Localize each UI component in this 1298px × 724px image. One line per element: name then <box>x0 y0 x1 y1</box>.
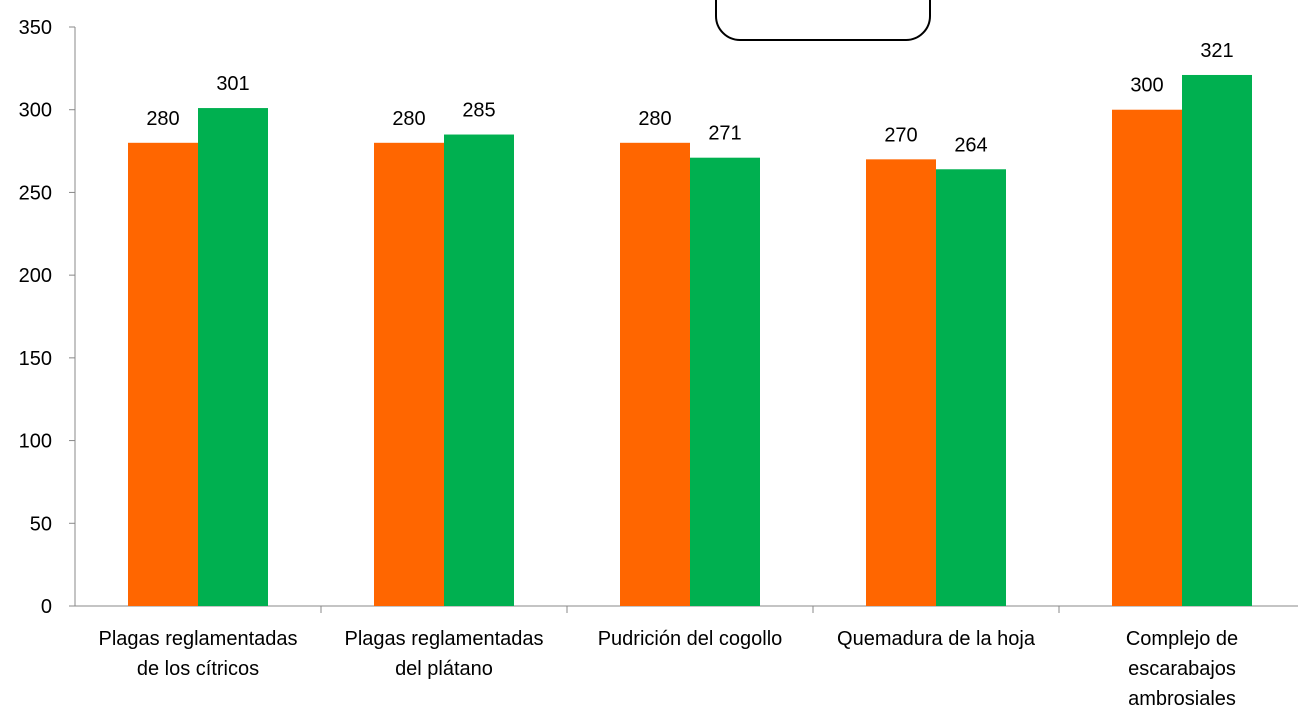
y-tick-label: 150 <box>19 348 52 370</box>
x-tick-label: Plagas reglamentadas de los cítricos <box>98 628 297 680</box>
value-label: 301 <box>216 73 249 95</box>
y-tick-label: 100 <box>19 431 52 453</box>
y-tick-label: 0 <box>41 596 52 618</box>
value-label: 270 <box>884 124 917 146</box>
y-tick-label: 300 <box>19 100 52 122</box>
y-tick-label: 350 <box>19 17 52 39</box>
x-tick-label: Pudrición del cogollo <box>598 628 783 650</box>
bar <box>444 134 514 606</box>
bar <box>936 169 1006 607</box>
bar <box>866 159 936 607</box>
y-tick-label: 50 <box>30 513 52 535</box>
value-label: 264 <box>954 134 987 156</box>
value-label: 280 <box>638 108 671 130</box>
bar <box>128 142 198 607</box>
bar <box>690 157 760 606</box>
x-tick-label: Quemadura de la hoja <box>837 628 1036 650</box>
legend-box <box>715 0 931 41</box>
value-label: 321 <box>1200 40 1233 62</box>
y-tick-label: 250 <box>19 182 52 204</box>
bar <box>1112 109 1182 606</box>
bar <box>374 142 444 607</box>
value-label: 271 <box>708 123 741 145</box>
bar <box>1182 74 1252 606</box>
value-label: 280 <box>146 108 179 130</box>
bar <box>198 108 268 606</box>
value-label: 300 <box>1130 75 1163 97</box>
x-tick-label: Complejo de escarabajos ambrosiales <box>1126 628 1238 710</box>
value-label: 285 <box>462 100 495 122</box>
bar <box>620 142 690 607</box>
value-label: 280 <box>392 108 425 130</box>
x-tick-label: Plagas reglamentadas del plátano <box>344 628 543 680</box>
y-tick-label: 200 <box>19 265 52 287</box>
